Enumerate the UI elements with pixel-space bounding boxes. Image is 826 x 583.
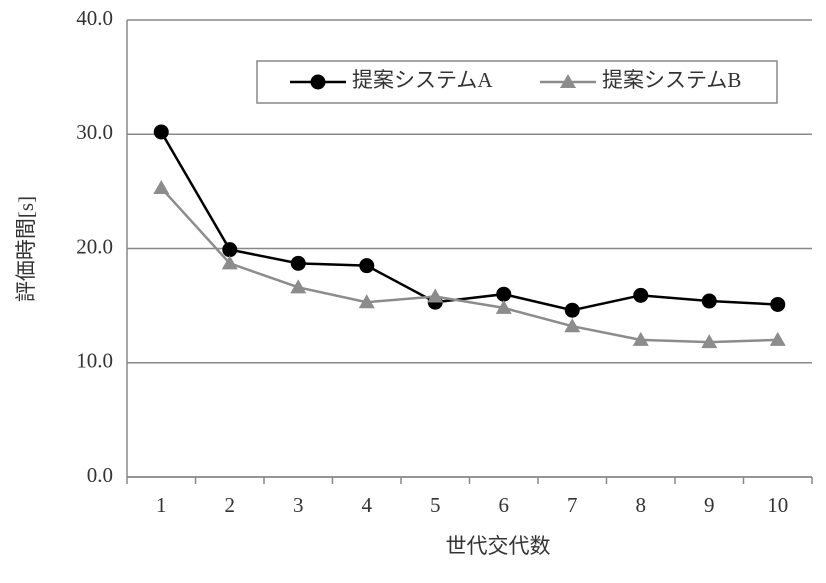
y-tick-label: 20.0	[76, 234, 113, 258]
data-point	[770, 296, 786, 312]
x-tick-label: 3	[293, 493, 304, 517]
x-tick-label: 2	[225, 493, 236, 517]
data-point	[153, 124, 169, 140]
legend-label: 提案システムA	[352, 68, 493, 92]
legend-marker	[310, 74, 326, 90]
data-point	[358, 294, 375, 309]
x-tick-label: 8	[636, 493, 647, 517]
x-tick-label: 4	[362, 493, 373, 517]
data-point	[769, 331, 786, 346]
x-axis-label: 世代交代数	[446, 534, 551, 558]
data-point	[290, 255, 306, 271]
y-tick-label: 10.0	[76, 349, 113, 373]
data-point	[564, 318, 581, 333]
x-tick-label: 6	[499, 493, 510, 517]
x-tick-label: 5	[430, 493, 441, 517]
data-point	[564, 302, 580, 318]
data-point	[701, 293, 717, 309]
data-point	[633, 287, 649, 303]
legend-marker	[560, 74, 576, 88]
data-point	[427, 288, 444, 303]
data-point	[221, 255, 238, 270]
x-tick-label: 10	[767, 493, 788, 517]
data-point	[632, 331, 649, 346]
data-point	[496, 286, 512, 302]
data-point	[153, 179, 170, 194]
data-point	[701, 334, 718, 349]
data-point	[222, 242, 238, 258]
x-tick-label: 1	[156, 493, 167, 517]
legend-label: 提案システムB	[602, 68, 741, 92]
data-point	[359, 258, 375, 274]
x-tick-label: 9	[704, 493, 715, 517]
x-tick-label: 7	[567, 493, 578, 517]
data-point	[495, 299, 512, 314]
y-tick-label: 40.0	[76, 6, 113, 30]
y-tick-label: 30.0	[76, 120, 113, 144]
data-point	[290, 279, 307, 294]
series-line	[160, 131, 778, 312]
y-tick-label: 0.0	[87, 463, 113, 487]
legend-box	[256, 60, 778, 104]
y-axis-label: 評価時間[s]	[14, 196, 38, 302]
series-line	[160, 187, 778, 344]
